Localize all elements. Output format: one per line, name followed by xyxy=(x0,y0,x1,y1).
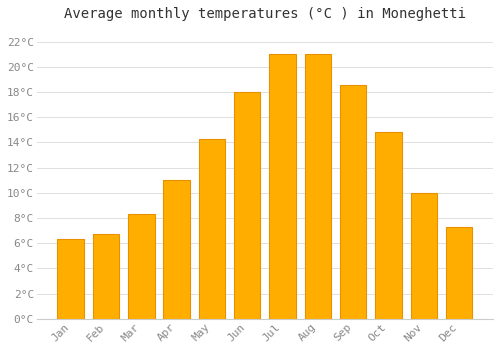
Bar xyxy=(410,193,437,319)
Bar xyxy=(304,54,331,319)
Bar xyxy=(234,92,260,319)
Title: Average monthly temperatures (°C ) in Moneghetti: Average monthly temperatures (°C ) in Mo… xyxy=(64,7,466,21)
Bar xyxy=(164,180,190,319)
Bar xyxy=(93,234,120,319)
Bar xyxy=(198,139,225,319)
Bar xyxy=(270,54,296,319)
Bar xyxy=(340,84,366,319)
Bar xyxy=(446,227,472,319)
Bar xyxy=(58,239,84,319)
Bar xyxy=(128,214,154,319)
Bar xyxy=(375,132,402,319)
